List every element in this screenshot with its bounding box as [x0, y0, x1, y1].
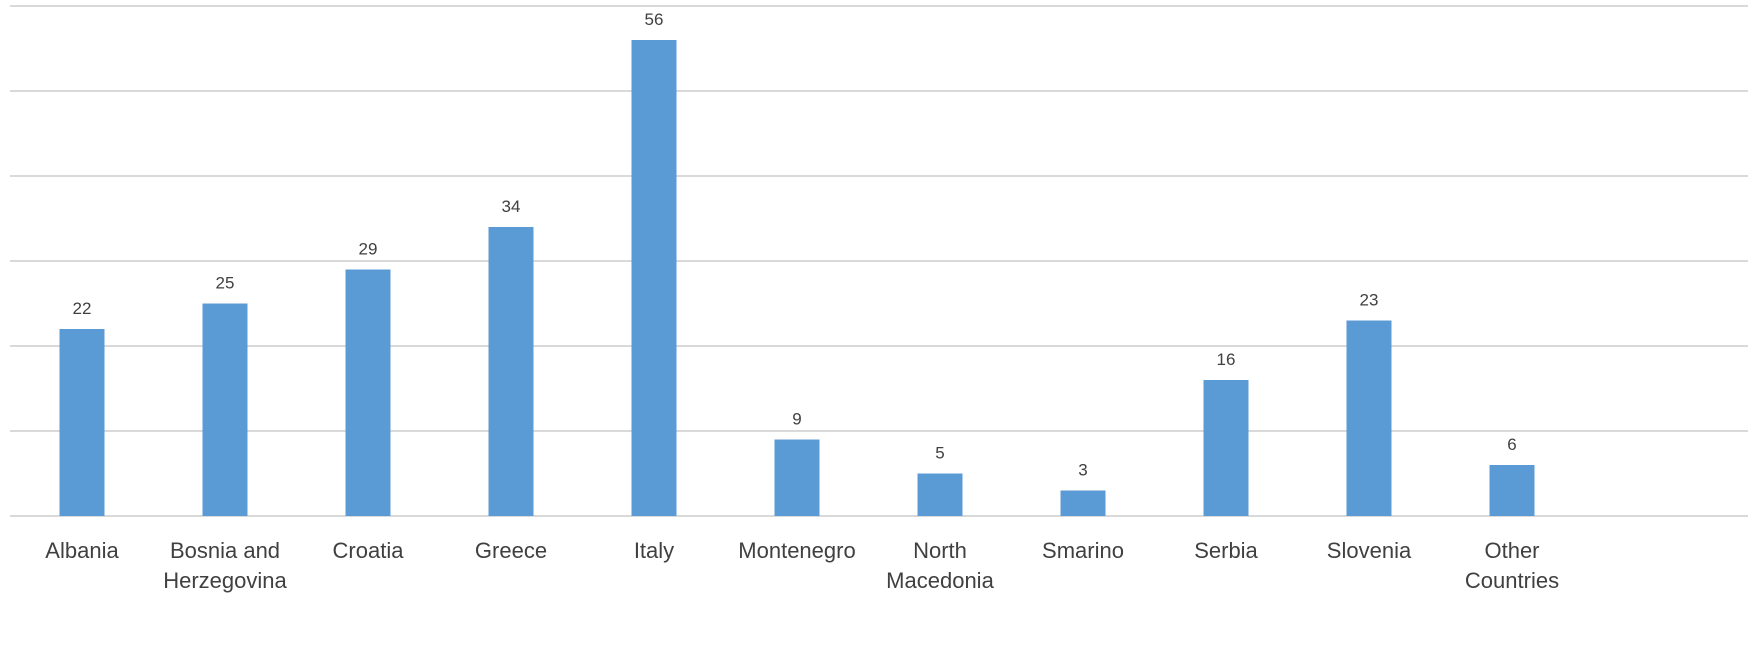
data-label: 22 [73, 299, 92, 318]
bar [631, 40, 677, 516]
x-tick-label: Albania [45, 538, 119, 563]
x-tick-label-line: Herzegovina [163, 568, 287, 593]
data-label: 6 [1507, 435, 1516, 454]
x-tick-label-line: Slovenia [1327, 538, 1412, 563]
x-tick-label-line: Countries [1465, 568, 1559, 593]
x-tick-label-line: Italy [634, 538, 674, 563]
bar [202, 303, 248, 516]
bar [917, 473, 963, 516]
bar [59, 329, 105, 516]
bar [1489, 465, 1535, 516]
x-tick-label: Other Countries [1465, 538, 1559, 593]
x-tick-label-line: Macedonia [886, 568, 994, 593]
x-axis-tick-labels: Albania Bosnia and Herzegovina Croatia Greec… [45, 538, 1559, 593]
data-label: 23 [1360, 291, 1379, 310]
x-tick-label: Serbia [1194, 538, 1258, 563]
x-tick-label: Italy [634, 538, 674, 563]
data-labels: 22 25 29 34 56 9 5 3 16 23 6 [73, 10, 1517, 480]
data-label: 34 [502, 197, 521, 216]
x-tick-label-line: North [913, 538, 967, 563]
data-label: 25 [216, 274, 235, 293]
data-label: 9 [792, 410, 801, 429]
x-tick-label-line: Bosnia and [170, 538, 280, 563]
x-tick-label: Slovenia [1327, 538, 1412, 563]
bar [1346, 320, 1392, 516]
x-tick-label-line: Croatia [333, 538, 405, 563]
x-tick-label: Greece [475, 538, 547, 563]
x-tick-label: Smarino [1042, 538, 1124, 563]
x-tick-label: North Macedonia [886, 538, 994, 593]
data-label: 5 [935, 444, 944, 463]
x-tick-label-line: Albania [45, 538, 119, 563]
x-tick-label: Montenegro [738, 538, 855, 563]
x-tick-label-line: Serbia [1194, 538, 1258, 563]
x-tick-label: Croatia [333, 538, 405, 563]
data-label: 29 [359, 240, 378, 259]
data-label: 16 [1217, 350, 1236, 369]
x-tick-label-line: Smarino [1042, 538, 1124, 563]
bar [774, 439, 820, 516]
x-tick-label-line: Montenegro [738, 538, 855, 563]
bar [488, 227, 534, 516]
bar [345, 269, 391, 516]
bar [1203, 380, 1249, 516]
gridlines [10, 5, 1748, 517]
data-label: 56 [645, 10, 664, 29]
bar [1060, 490, 1106, 516]
bars [59, 40, 1535, 516]
x-tick-label: Bosnia and Herzegovina [163, 538, 287, 593]
x-tick-label-line: Greece [475, 538, 547, 563]
data-label: 3 [1078, 461, 1087, 480]
x-tick-label-line: Other [1484, 538, 1539, 563]
